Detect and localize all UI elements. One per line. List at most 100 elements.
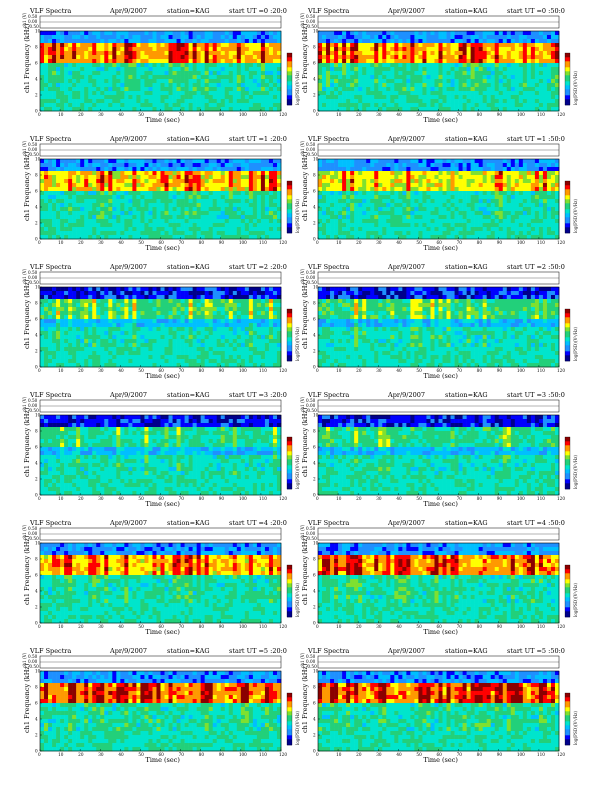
spectrogram-cell [52, 175, 56, 179]
spectrogram-cell [72, 31, 76, 35]
spectrogram-cell [229, 87, 233, 91]
spectrogram-cell [72, 79, 76, 83]
spectrogram-cell [503, 91, 507, 95]
spectrogram-cell [338, 95, 342, 99]
spectrogram-cell [136, 55, 140, 59]
spectrogram-cell [177, 219, 181, 223]
spectrogram-cell [249, 51, 253, 55]
spectrogram-cell [88, 215, 92, 219]
spectrogram-cell [443, 87, 447, 91]
spectrogram-cell [257, 99, 261, 103]
spectrogram-cell [120, 207, 124, 211]
spectrogram-cell [503, 175, 507, 179]
spectrogram-cell [495, 83, 499, 87]
spectrogram-cell [64, 95, 68, 99]
spectrogram-cell [394, 179, 398, 183]
spectrogram-cell [169, 175, 173, 179]
spectrogram-cell [229, 171, 233, 175]
spectrogram-cell [406, 167, 410, 171]
spectrogram-cell [459, 207, 463, 211]
spectrogram-cell [128, 99, 132, 103]
spectrogram-cell [406, 59, 410, 63]
spectrogram-cell [193, 203, 197, 207]
spectrogram-cell [205, 163, 209, 167]
spectrogram-cell [120, 199, 124, 203]
spectrogram-cell [386, 159, 390, 163]
spectrogram-cell [318, 43, 322, 47]
spectrogram-cell [503, 207, 507, 211]
spectrogram-cell [394, 35, 398, 39]
spectrogram-cell [225, 219, 229, 223]
spectrogram-cell [439, 63, 443, 67]
spectrogram-cell [463, 171, 467, 175]
spectrogram-cell [221, 187, 225, 191]
spectrogram-cell [414, 59, 418, 63]
spectrogram-cell [523, 99, 527, 103]
spectrogram-cell [410, 227, 414, 231]
spectrogram-cell [406, 219, 410, 223]
spectrogram-cell [434, 207, 438, 211]
spectrogram-cell [225, 67, 229, 71]
spectrogram-cell [269, 203, 273, 207]
spectrogram-cell [515, 103, 519, 107]
spectrogram-cell [394, 103, 398, 107]
spectrogram-cell [84, 83, 88, 87]
spectrogram-cell [447, 35, 451, 39]
spectrogram-cell [52, 103, 56, 107]
spectrogram-cell [68, 159, 72, 163]
spectrogram-cell [100, 167, 104, 171]
spectrogram-cell [434, 31, 438, 35]
spectrogram-cell [418, 83, 422, 87]
spectrogram-cell [451, 199, 455, 203]
spectrogram-cell [463, 203, 467, 207]
spectrogram-cell [406, 75, 410, 79]
spectrogram-cell [471, 195, 475, 199]
spectrogram-cell [277, 175, 281, 179]
spectrogram-cell [273, 163, 277, 167]
spectrogram-cell [394, 187, 398, 191]
spectrogram-cell [406, 71, 410, 75]
spectrogram-cell [475, 183, 479, 187]
spectrogram-cell [96, 103, 100, 107]
spectrogram-cell [443, 195, 447, 199]
spectrogram-cell [535, 87, 539, 91]
spectrogram-cell [152, 107, 156, 111]
spectrogram-cell [217, 159, 221, 163]
spectrogram-cell [374, 87, 378, 91]
spectrogram-cell [165, 183, 169, 187]
spectrogram-cell [136, 171, 140, 175]
spectrogram-cell [366, 199, 370, 203]
spectrogram-cell [249, 171, 253, 175]
spectrogram-cell [370, 163, 374, 167]
spectrogram-cell [499, 43, 503, 47]
spectrogram-cell [209, 171, 213, 175]
spectrogram-cell [209, 175, 213, 179]
spectrogram-cell [68, 35, 72, 39]
spectrogram-cell [116, 159, 120, 163]
spectrogram-cell [201, 99, 205, 103]
spectrogram-cell [148, 231, 152, 235]
spectrogram-cell [209, 167, 213, 171]
spectrogram-cell [277, 187, 281, 191]
spectrogram-cell [326, 55, 330, 59]
spectrogram-cell [487, 63, 491, 67]
spectrogram-cell [76, 211, 80, 215]
spectrogram-cell [237, 31, 241, 35]
spectrogram-cell [539, 163, 543, 167]
spectrogram-cell [390, 47, 394, 51]
spectrogram-cell [523, 55, 527, 59]
spectrogram-cell [100, 195, 104, 199]
spectrogram-cell [390, 35, 394, 39]
spectrogram-cell [535, 31, 539, 35]
spectrogram-cell [535, 67, 539, 71]
spectrogram-cell [165, 191, 169, 195]
spectrogram-cell [128, 187, 132, 191]
spectrogram-cell [245, 211, 249, 215]
spectrogram-cell [140, 67, 144, 71]
spectrogram-cell [72, 227, 76, 231]
spectrogram-cell [112, 211, 116, 215]
spectrogram-cell [88, 107, 92, 111]
spectrogram-cell [104, 211, 108, 215]
spectrogram-cell [318, 55, 322, 59]
x-tick-label: 10 [58, 240, 64, 245]
